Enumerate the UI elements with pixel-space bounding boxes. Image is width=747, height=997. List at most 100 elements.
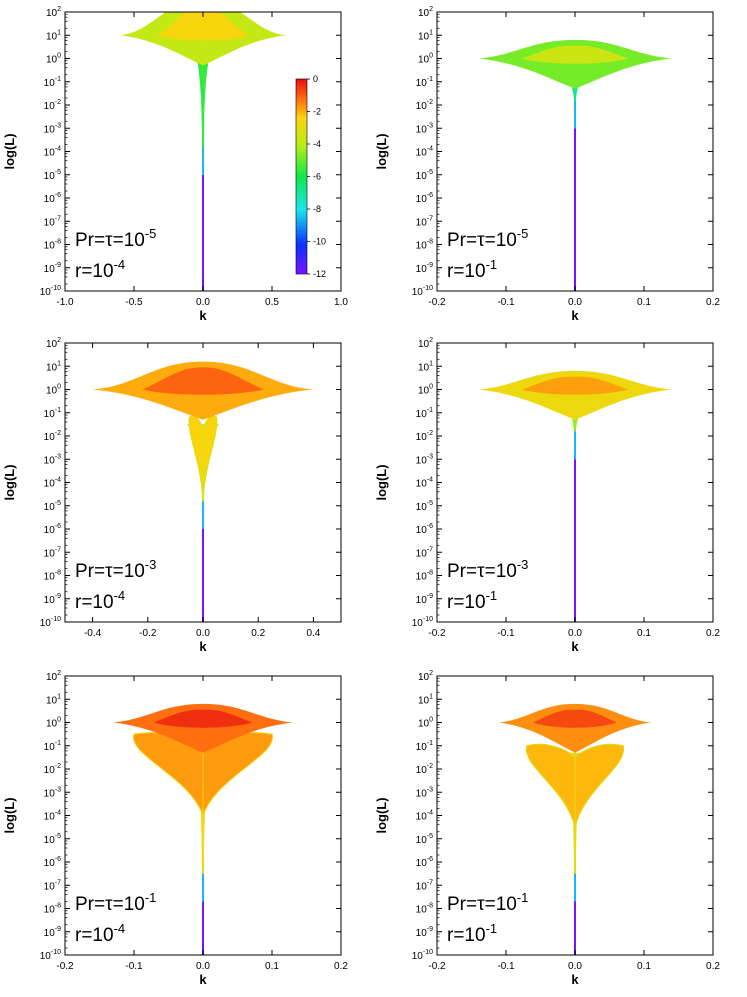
stem-segment: [202, 174, 204, 291]
y-tick-label: 10-10: [40, 616, 61, 629]
y-tick-label: 10-2: [416, 99, 433, 112]
y-tick-label: 101: [46, 29, 61, 42]
x-tick-label: -0.2: [428, 961, 446, 972]
panel-p31: 102 101 100 10-1 10-2 10-3 10-4 10-5 10-6 10-7 10-…: [2, 670, 348, 987]
y-tick-label: 10-3: [44, 786, 61, 799]
annotation-pr-tau: Pr=τ=10-3: [75, 557, 156, 582]
y-tick-label: 10-1: [44, 407, 61, 420]
y-tick-label: 10-4: [44, 146, 61, 159]
lobe-right: [574, 743, 624, 828]
x-tick-label: 0.2: [706, 961, 720, 972]
annotation-pr-tau: Pr=τ=10-5: [75, 226, 156, 251]
stem-segment: [574, 459, 576, 622]
lens-core: [142, 367, 264, 395]
y-tick-label: 10-5: [416, 833, 433, 846]
y-tick-label: 10-5: [416, 500, 433, 513]
y-tick-label: 10-4: [44, 810, 61, 823]
x-tick-label: -0.1: [125, 961, 143, 972]
heatmap-region: [499, 703, 651, 955]
y-axis-label: log(L): [2, 464, 17, 500]
x-tick-label: -1.0: [56, 297, 74, 308]
x-tick-label: -0.2: [428, 297, 446, 308]
y-axis-label: log(L): [374, 797, 389, 833]
y-tick-label: 10-10: [40, 285, 61, 298]
y-tick-label: 10-5: [44, 500, 61, 513]
y-tick-label: 10-6: [44, 192, 61, 205]
x-tick-label: 0.0: [196, 961, 210, 972]
annotation-r: r=10-1: [447, 257, 497, 282]
y-tick-label: 10-5: [44, 169, 61, 182]
stem-segment: [202, 529, 204, 622]
x-tick-label: 0.0: [568, 297, 582, 308]
stem-segment: [202, 146, 204, 175]
stem-segment: [574, 901, 576, 955]
stem-segment: [574, 128, 576, 291]
y-tick-label: 10-6: [416, 856, 433, 869]
annotation-r: r=10-1: [447, 588, 497, 613]
y-tick-label: 102: [46, 6, 61, 19]
y-tick-label: 10-6: [416, 192, 433, 205]
x-tick-label: -0.2: [56, 961, 74, 972]
y-axis-label: log(L): [374, 133, 389, 169]
stem-segment: [202, 873, 204, 902]
y-tick-label: 10-1: [44, 76, 61, 89]
x-tick-label: -0.1: [497, 961, 515, 972]
heatmap-region: [478, 370, 672, 622]
y-tick-label: 10-6: [44, 856, 61, 869]
colorbar-tick-label: -10: [313, 237, 326, 247]
y-tick-label: 10-1: [416, 407, 433, 420]
panel-p12: 102 101 100 10-1 10-2 10-3 10-4 10-5 10-6 10-7 10-…: [374, 6, 720, 323]
panel-p22: 102 101 100 10-1 10-2 10-3 10-4 10-5 10-6 10-7 10-…: [374, 337, 720, 654]
y-tick-label: 10-2: [416, 430, 433, 443]
y-tick-label: 10-9: [416, 926, 433, 939]
x-tick-label: -0.1: [497, 297, 515, 308]
y-tick-label: 10-2: [416, 763, 433, 776]
y-tick-label: 10-10: [412, 949, 433, 962]
x-tick-label: 0.4: [306, 628, 320, 639]
y-tick-label: 102: [46, 337, 61, 350]
y-tick-label: 101: [46, 693, 61, 706]
y-tick-label: 10-9: [44, 926, 61, 939]
y-tick-label: 10-10: [40, 949, 61, 962]
y-tick-label: 10-1: [416, 740, 433, 753]
x-axis-label: k: [571, 308, 579, 323]
y-tick-label: 10-7: [44, 546, 61, 559]
stem-segment: [574, 100, 576, 129]
x-tick-label: 0.0: [568, 628, 582, 639]
x-tick-label: 0.0: [196, 628, 210, 639]
lens-body: [113, 703, 293, 753]
colorbar-tick-label: -4: [313, 139, 321, 149]
colorbar: 0 -2 -4 -6 -8 -10 -12: [295, 74, 326, 279]
lens-core: [521, 45, 629, 64]
panel-p11: 102 101 100 10-1 10-2 10-3 10-4 10-5 10-6 10-7 10-…: [2, 6, 348, 323]
y-tick-label: 10-8: [44, 903, 61, 916]
annotation-pr-tau: Pr=τ=10-1: [75, 890, 156, 915]
stem-segment: [202, 501, 204, 529]
stem-segment: [574, 431, 576, 460]
x-tick-label: -0.2: [428, 628, 446, 639]
heatmap-region: [113, 703, 293, 955]
y-tick-label: 10-1: [416, 76, 433, 89]
annotation-pr-tau: Pr=τ=10-1: [447, 890, 528, 915]
x-tick-label: 0.5: [265, 297, 279, 308]
y-tick-label: 10-8: [416, 239, 433, 252]
y-tick-label: 10-8: [416, 903, 433, 916]
y-tick-label: 10-9: [44, 262, 61, 275]
y-tick-label: 10-9: [416, 262, 433, 275]
y-tick-label: 100: [46, 53, 61, 66]
y-tick-label: 101: [418, 29, 433, 42]
x-axis-label: k: [571, 639, 579, 654]
y-tick-label: 10-7: [416, 879, 433, 892]
x-tick-label: 0.0: [568, 961, 582, 972]
x-tick-label: 0.2: [706, 297, 720, 308]
annotation-pr-tau: Pr=τ=10-5: [447, 226, 528, 251]
x-axis-label: k: [199, 308, 207, 323]
y-tick-label: 10-1: [44, 740, 61, 753]
y-tick-label: 10-10: [412, 285, 433, 298]
y-tick-label: 10-8: [44, 239, 61, 252]
x-tick-label: -0.5: [125, 297, 143, 308]
lens-body: [478, 370, 672, 420]
lens-core: [521, 376, 629, 395]
x-tick-label: 0.2: [251, 628, 265, 639]
